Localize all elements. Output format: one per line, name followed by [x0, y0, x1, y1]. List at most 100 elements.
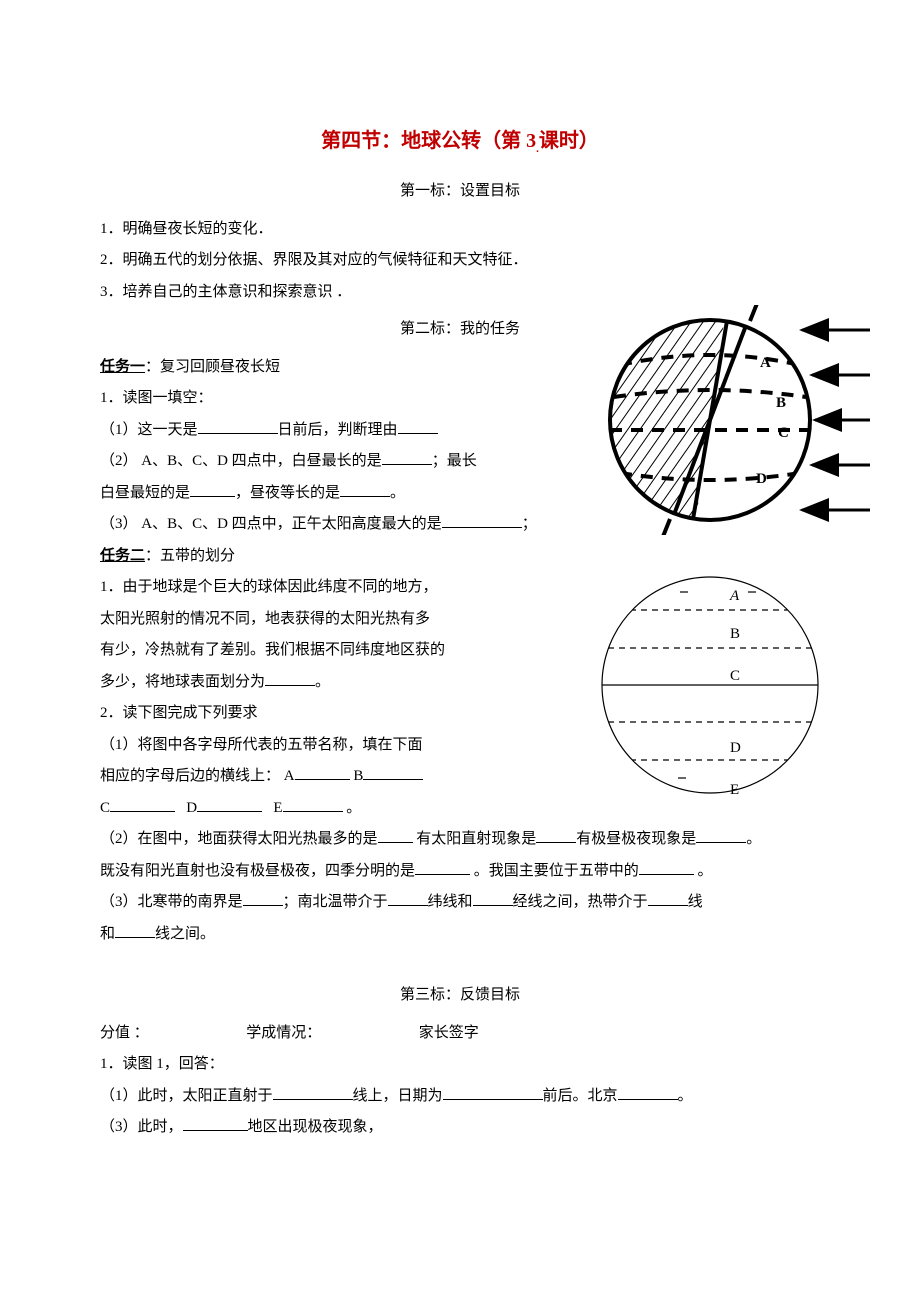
goal-3: 3．培养自己的主体意识和探索意识 ．: [100, 277, 820, 309]
svg-text:E: E: [730, 782, 739, 798]
t1q2b: ；最长: [432, 453, 477, 469]
fq1c: 前后。北京: [543, 1088, 618, 1104]
footer-line1: 分值 ： 学成情况： 家长签字: [100, 1018, 820, 1050]
goal-1: 1．明确昼夜长短的变化．: [100, 214, 820, 246]
blank[interactable]: [363, 763, 423, 781]
blank[interactable]: [696, 826, 746, 844]
svg-text:B: B: [730, 626, 740, 642]
t1q3a: （3） A、B、C、D 四点中，正午太阳高度最大的是: [100, 516, 442, 532]
t2q1d-t: C: [100, 800, 110, 816]
task2-bold: 任务二: [100, 548, 145, 564]
t1q2e: 白昼最短的是: [100, 485, 190, 501]
task1-rest: ：复习回顾昼夜长短: [145, 359, 280, 375]
blank[interactable]: [265, 668, 315, 686]
t1q2a: （2） A、B、C、D 四点中，白昼最长的是: [100, 453, 382, 469]
blank[interactable]: [648, 889, 688, 907]
t2p4a: 多少，将地球表面划分为: [100, 674, 265, 690]
svg-text:A: A: [729, 588, 740, 604]
fq1b: 线上，日期为: [353, 1088, 443, 1104]
footer-q1: （1）此时，太阳正直射于 线上，日期为 前后。北京 。: [100, 1081, 820, 1113]
t2p4: 多少，将地球表面划分为 。: [100, 667, 460, 699]
blank[interactable]: [110, 794, 175, 812]
fq3a: （3）此时，: [100, 1119, 183, 1135]
blank[interactable]: [198, 416, 278, 434]
t2q1g: 。: [346, 800, 361, 816]
section3-heading: 第三标：反馈目标: [100, 980, 820, 1012]
blank[interactable]: [197, 794, 262, 812]
blank[interactable]: [190, 479, 235, 497]
t2q3c: 纬线和: [428, 894, 473, 910]
footer-qh: 1．读图 1，回答：: [100, 1049, 820, 1081]
fq1a: （1）此时，太阳正直射于: [100, 1088, 273, 1104]
t2p1: 1．由于地球是个巨大的球体因此纬度不同的地方，: [100, 572, 460, 604]
t2q3g: 线之间。: [155, 926, 215, 942]
t1q2g: 。: [390, 485, 405, 501]
f-l1b: 学成情况：: [246, 1025, 321, 1041]
blank[interactable]: [183, 1114, 248, 1132]
task1-bold: 任务一: [100, 359, 145, 375]
t2q1e: D: [186, 800, 197, 816]
blank[interactable]: [398, 416, 438, 434]
t2q2e-t: 既没有阳光直射也没有极昼极夜，四季分明的是: [100, 863, 415, 879]
goal-2: 2．明确五代的划分依据、界限及其对应的气候特征和天文特征．: [100, 245, 820, 277]
task2-rest: ：五带的划分: [145, 548, 235, 564]
t2p2: 太阳光照射的情况不同，地表获得的太阳光热有多: [100, 604, 460, 636]
t2p4b: 。: [315, 674, 330, 690]
title-red-a: 第四节：地球公转（第 3: [321, 130, 536, 152]
f-l1c: 家长签字: [419, 1025, 479, 1041]
diagram-five-zones: A B C D E: [580, 560, 840, 820]
svg-text:D: D: [756, 471, 767, 487]
page-title: 第四节：地球公转（第 3.课时）: [100, 120, 820, 162]
blank[interactable]: [536, 826, 576, 844]
t2q3f: 和 线之间。: [100, 919, 820, 951]
t2p3: 有少，冷热就有了差别。我们根据不同纬度地区获的: [100, 635, 480, 667]
t2q3f-t: 和: [100, 926, 115, 942]
blank[interactable]: [443, 1082, 543, 1100]
footer-q3: （3）此时， 地区出现极夜现象，: [100, 1112, 820, 1144]
t2q2e: 既没有阳光直射也没有极昼极夜，四季分明的是 。我国主要位于五带中的 。: [100, 856, 820, 888]
svg-text:D: D: [730, 740, 741, 756]
t2q1a: （1）将图中各字母所代表的五带名称，填在下面: [100, 730, 460, 762]
f-l1a: 分值 ：: [100, 1025, 149, 1041]
blank[interactable]: [378, 826, 413, 844]
t2q3b: ；南北温带介于: [283, 894, 388, 910]
svg-text:C: C: [730, 668, 740, 684]
t2q2f: 。我国主要位于五带中的: [470, 863, 639, 879]
svg-text:C: C: [778, 425, 789, 441]
blank[interactable]: [473, 889, 513, 907]
t2q3d: 经线之间，热带介于: [513, 894, 648, 910]
t2q2d: 。: [746, 831, 761, 847]
t2q1b-t: 相应的字母后边的横线上： A: [100, 768, 295, 784]
t2q1c: B: [350, 768, 364, 784]
t2q2c: 有极昼极夜现象是: [576, 831, 696, 847]
blank[interactable]: [415, 857, 470, 875]
section1-heading: 第一标：设置目标: [100, 176, 820, 208]
fq1d: 。: [678, 1088, 693, 1104]
blank[interactable]: [618, 1082, 678, 1100]
blank[interactable]: [442, 511, 522, 529]
t2q2a: （2）在图中，地面获得太阳光热最多的是: [100, 831, 378, 847]
t2q2g: 。: [694, 863, 713, 879]
blank[interactable]: [295, 763, 350, 781]
t2q3e: 线: [688, 894, 703, 910]
t2q3: （3）北寒带的南界是 ；南北温带介于 纬线和 经线之间，热带介于 线: [100, 887, 820, 919]
svg-text:A: A: [760, 355, 771, 371]
blank[interactable]: [340, 479, 390, 497]
t2q2b: 有太阳直射现象是: [413, 831, 537, 847]
t2q3a: （3）北寒带的南界是: [100, 894, 243, 910]
blank[interactable]: [382, 448, 432, 466]
blank[interactable]: [283, 794, 343, 812]
blank[interactable]: [115, 920, 155, 938]
blank[interactable]: [639, 857, 694, 875]
t1q1b: 日前后，判断理由: [278, 422, 398, 438]
t2q2: （2）在图中，地面获得太阳光热最多的是 有太阳直射现象是 有极昼极夜现象是 。: [100, 824, 820, 856]
t2q1f: E: [273, 800, 282, 816]
worksheet-page: A B C D A B C: [0, 0, 920, 1204]
fq3b: 地区出现极夜现象，: [248, 1119, 383, 1135]
t1q3b: ；: [522, 516, 537, 532]
blank[interactable]: [388, 889, 428, 907]
t1q1a: （1）这一天是: [100, 422, 198, 438]
blank[interactable]: [243, 889, 283, 907]
title-red-b: 课时）: [539, 130, 599, 152]
blank[interactable]: [273, 1082, 353, 1100]
